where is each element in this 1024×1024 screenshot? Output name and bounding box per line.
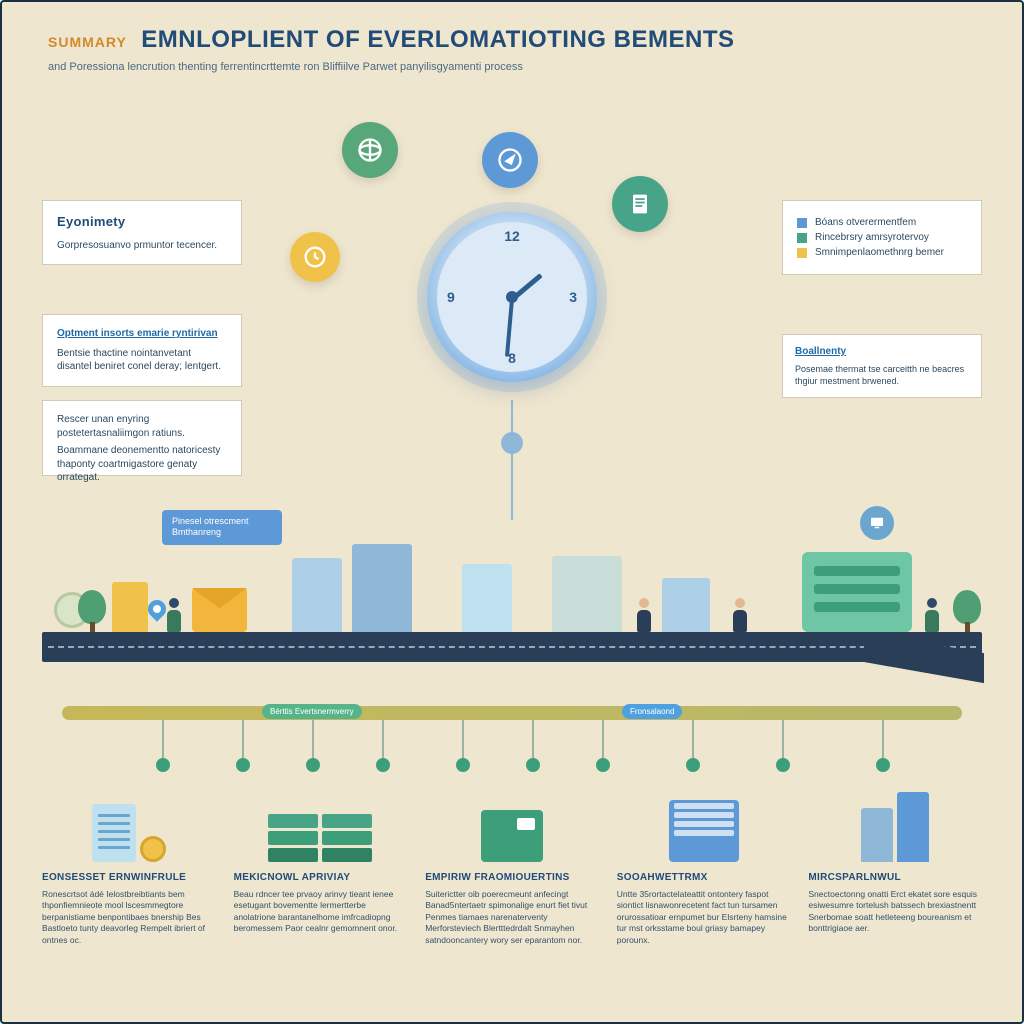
left-panel-c-line2: Boammane deonementto natoricesty thapont… xyxy=(57,444,227,485)
header-title: Emnloplient of Everlomatioting Bements xyxy=(141,26,734,54)
clock-numeral: 12 xyxy=(504,228,520,244)
timeline-drop-icon xyxy=(882,720,884,764)
category-card: Mekicnowl Apriviay Beau rdncer tee prvaoy… xyxy=(234,772,408,946)
legend-item: Rincebrsry amrsyrotervoy xyxy=(797,232,967,243)
category-row: Eonsesset Ernwinfrule Ronescrtsot ádé Iel… xyxy=(42,772,982,946)
building-icon xyxy=(352,544,412,632)
clock-center-dot xyxy=(506,291,518,303)
connector-node-icon xyxy=(501,432,523,454)
person-icon xyxy=(922,598,942,632)
hero-area: 12 3 8 9 xyxy=(272,122,752,442)
envelope-icon xyxy=(192,588,247,632)
left-panel-summary: Eyonimety Gorpresosuanvo prmuntor tecenc… xyxy=(42,200,242,265)
header-subtitle: and Poressiona lencrution thenting ferre… xyxy=(48,60,982,75)
category-body: Untte 35rortactelateattit ontontery fasp… xyxy=(617,889,791,946)
legend-swatch-icon xyxy=(797,248,807,258)
left-panel-b-body: Bentsie thactine nointanvetant disantel … xyxy=(57,347,227,374)
category-illustration xyxy=(617,772,791,862)
legend-label: Bóans otverermentfem xyxy=(815,217,916,228)
timeline-drop-icon xyxy=(242,720,244,764)
tree-icon xyxy=(952,590,982,632)
left-panel-b-title: Optment insorts emarie ryntirivan xyxy=(57,327,227,341)
category-illustration xyxy=(425,772,599,862)
clock-numeral: 3 xyxy=(569,289,577,305)
callout-body: Posemae thermat tse carceitth ne beacres… xyxy=(795,363,969,387)
person-icon xyxy=(634,598,654,632)
category-title: Sooahwettrmx xyxy=(617,872,791,883)
timeline-drop-icon xyxy=(692,720,694,764)
document-icon xyxy=(612,176,668,232)
vertical-connector xyxy=(511,400,513,520)
category-illustration xyxy=(42,772,216,862)
building-icon xyxy=(552,556,622,632)
category-title: Eonsesset Ernwinfrule xyxy=(42,872,216,883)
left-panel-notes: Rescer unan enyring postetertasnaliimgon… xyxy=(42,400,242,476)
legend-item: Smnimpenlaomethnrg bemer xyxy=(797,247,967,258)
person-icon xyxy=(730,598,750,632)
road-track xyxy=(42,632,982,662)
legend-box: Bóans otverermentfem Rincebrsry amrsyrot… xyxy=(782,200,982,275)
timeline-tag: Bérttis Evertsnermverry xyxy=(262,704,362,719)
infographic-canvas: Summary Emnloplient of Everlomatioting B… xyxy=(0,0,1024,1024)
category-body: Suiterictter oib poerecmeunt anfecingt B… xyxy=(425,889,599,946)
timeline-tag: Fronsalaond xyxy=(622,704,682,719)
callout-note: Boallnenty Posemae thermat tse carceitth… xyxy=(782,334,982,398)
secondary-timeline: Bérttis Evertsnermverry Fronsalaond xyxy=(62,706,962,720)
category-card: Mircsparlnwul Snectoectonng onatti Erct e… xyxy=(808,772,982,946)
left-panel-a-body: Gorpresosuanvo prmuntor tecencer. xyxy=(57,239,227,253)
legend-item: Bóans otverermentfem xyxy=(797,217,967,228)
category-title: Mircsparlnwul xyxy=(808,872,982,883)
clock-minute-hand xyxy=(505,299,514,357)
timeline-drop-icon xyxy=(382,720,384,764)
building-icon xyxy=(292,558,342,632)
coin-stack-icon xyxy=(112,582,148,632)
left-panel-c-line1: Rescer unan enyring postetertasnaliimgon… xyxy=(57,413,227,440)
legend-label: Rincebrsry amrsyrotervoy xyxy=(815,232,929,243)
category-body: Ronescrtsot ádé Ielostbreibtiants bem th… xyxy=(42,889,216,946)
category-card: Sooahwettrmx Untte 35rortactelateattit on… xyxy=(617,772,791,946)
monitor-pin-icon xyxy=(860,506,894,540)
header: Summary Emnloplient of Everlomatioting B… xyxy=(48,26,982,75)
compass-icon xyxy=(482,132,538,188)
screen-panel-icon xyxy=(802,552,912,632)
category-body: Snectoectonng onatti Erct ekatet sore es… xyxy=(808,889,982,935)
clock-numeral: 9 xyxy=(447,289,455,305)
header-kicker: Summary xyxy=(48,34,127,50)
globe-icon xyxy=(342,122,398,178)
timeline-drop-icon xyxy=(782,720,784,764)
category-illustration xyxy=(808,772,982,862)
timeline-drop-icon xyxy=(532,720,534,764)
category-body: Beau rdncer tee prvaoy arinvy tieant ien… xyxy=(234,889,408,935)
legend-label: Smnimpenlaomethnrg bemer xyxy=(815,247,944,258)
building-icon xyxy=(462,564,512,632)
timeline-drop-icon xyxy=(602,720,604,764)
category-illustration xyxy=(234,772,408,862)
hero-clock: 12 3 8 9 xyxy=(427,212,597,382)
category-card: Empiriw Fraomiouertins Suiterictter oib p… xyxy=(425,772,599,946)
city-timeline xyxy=(42,522,982,672)
clock-face: 12 3 8 9 xyxy=(437,222,587,372)
category-card: Eonsesset Ernwinfrule Ronescrtsot ádé Iel… xyxy=(42,772,216,946)
building-icon xyxy=(662,578,710,632)
timeline-drop-icon xyxy=(462,720,464,764)
left-panel-a-title: Eyonimety xyxy=(57,213,227,231)
category-title: Mekicnowl Apriviay xyxy=(234,872,408,883)
timeline-drop-icon xyxy=(162,720,164,764)
legend-swatch-icon xyxy=(797,233,807,243)
left-panel-section: Optment insorts emarie ryntirivan Bentsi… xyxy=(42,314,242,387)
legend-swatch-icon xyxy=(797,218,807,228)
person-icon xyxy=(164,598,184,632)
callout-title: Boallnenty xyxy=(795,345,969,359)
timeline-drop-icon xyxy=(312,720,314,764)
clock-small-icon xyxy=(290,232,340,282)
tree-icon xyxy=(77,590,107,632)
category-title: Empiriw Fraomiouertins xyxy=(425,872,599,883)
